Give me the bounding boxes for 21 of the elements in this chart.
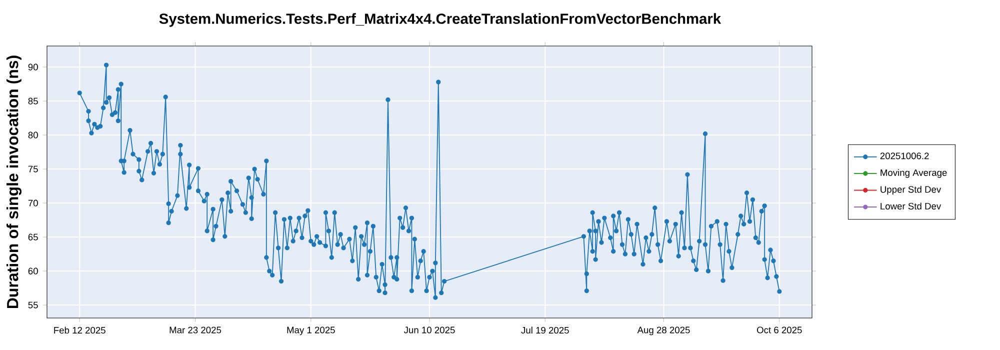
- x-tick-label: Jul 19 2025: [521, 326, 569, 334]
- y-tick-label: 65: [28, 234, 38, 240]
- legend-label: Upper Std Dev: [880, 186, 942, 195]
- y-tick-label: 90: [28, 64, 38, 70]
- legend-label: 20251006.2: [880, 152, 929, 160]
- legend-label: Moving Average: [880, 169, 947, 178]
- x-tick-label: Mar 23 2025: [170, 326, 222, 334]
- x-tick-label: Jun 10 2025: [404, 326, 455, 334]
- x-tick-label: Oct 6 2025: [757, 326, 802, 334]
- y-tick-label: 70: [28, 200, 38, 206]
- y-tick-label: 80: [28, 132, 38, 138]
- y-tick-label: 85: [28, 98, 38, 104]
- x-tick-label: Aug 28 2025: [637, 326, 690, 336]
- x-tick-label: May 1 2025: [287, 326, 335, 336]
- legend-label: Lower Std Dev: [880, 202, 942, 210]
- y-axis-title: Duration of single invocation (ns): [6, 56, 22, 308]
- y-tick-label: 55: [28, 302, 38, 308]
- x-tick-label: Feb 12 2025: [54, 326, 106, 334]
- y-tick-label: 60: [28, 268, 38, 274]
- y-tick-label: 75: [28, 166, 38, 172]
- chart-title: System.Numerics.Tests.Perf_Matrix4x4.CreateTranslationFromVectorBenchmark: [159, 13, 722, 27]
